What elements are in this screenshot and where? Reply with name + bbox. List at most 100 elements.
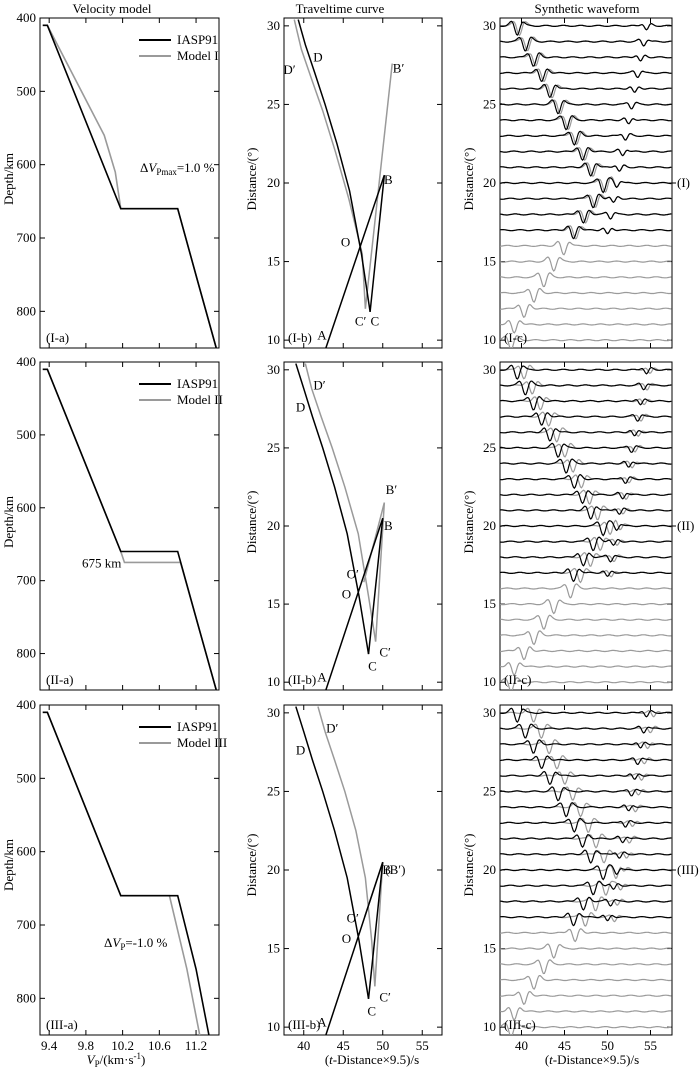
waveform-trace — [500, 427, 672, 442]
waveform-trace — [500, 928, 672, 943]
velocity-panel-III-a: 400 500 600 700 800 9.4 9.8 10.2 10.6 11.2 IASP91M… — [17, 697, 228, 1053]
waveform-trace — [500, 364, 672, 380]
traveltime-branch — [325, 861, 384, 1035]
x-tick-label: 40 — [515, 1038, 528, 1053]
waveform-trace — [500, 458, 672, 474]
waveform-trace — [500, 411, 672, 427]
waveform-trace — [500, 20, 672, 36]
curves — [295, 363, 386, 690]
waveform-trace — [500, 959, 672, 975]
branch-label: B′ — [393, 60, 405, 75]
branch-label: C′ — [379, 989, 391, 1004]
waveform-trace — [500, 912, 672, 927]
waveform-trace — [500, 786, 672, 801]
x-tick-label: 50 — [601, 1038, 614, 1053]
y-tick-label: 25 — [483, 440, 496, 455]
branch-label: O — [342, 587, 351, 602]
waveform-trace — [500, 849, 672, 864]
waveform-panel-III-c: 10 15 20 25 30 40 45 50 55 (III-c) (III) — [483, 704, 699, 1053]
velocity-column-title: Velocity model — [72, 1, 151, 16]
y-tick-label: 20 — [483, 862, 496, 877]
model-annotation: ΔVPmax=1.0 % — [140, 160, 215, 177]
waveform-trace — [500, 490, 672, 505]
x-tick-label: 10.6 — [148, 1038, 171, 1053]
waveform-trace — [500, 849, 672, 864]
waveform-trace — [500, 68, 672, 83]
y-tick-label: 800 — [17, 990, 37, 1005]
waveform-trace — [500, 630, 672, 646]
plot-frame — [39, 361, 220, 691]
y-tick-label: 10 — [267, 1019, 280, 1034]
waveform-column-title: Synthetic waveform — [534, 1, 639, 16]
traveltime-branch — [293, 19, 367, 309]
waveform-trace — [500, 162, 672, 178]
traveltime-branch — [364, 63, 393, 309]
waveform-trace — [500, 458, 672, 473]
y-tick-label: 10 — [267, 674, 280, 689]
y-tick-label: 10 — [267, 332, 280, 347]
vp-axis-label: VP/(km·s-1) — [87, 1051, 146, 1069]
waveform-trace — [500, 520, 672, 537]
y-tick-label: 20 — [267, 518, 280, 533]
traveltime-branch — [367, 518, 384, 655]
y-tick-label: 600 — [17, 157, 37, 172]
time-axis-label-c-rest: -Distance×9.5)/s — [553, 1052, 639, 1067]
x-tick-label: 55 — [644, 1038, 657, 1053]
y-tick-label: 700 — [17, 230, 37, 245]
legend-entry: Model III — [177, 735, 227, 750]
time-axis-label-b-rest: -Distance×9.5)/s — [333, 1052, 419, 1067]
waveform-trace — [500, 99, 672, 115]
vp-axis-label-unit: /(km·s — [100, 1052, 134, 1067]
waveform-trace — [500, 519, 672, 535]
waveform-trace — [500, 99, 672, 115]
waveform-trace — [500, 272, 672, 288]
branch-label: B — [384, 518, 393, 533]
waveform-trace — [500, 162, 672, 177]
legend-entry: IASP91 — [177, 32, 218, 47]
y-tick-label: 30 — [483, 362, 496, 377]
branch-label: A — [317, 670, 327, 685]
waveform-trace — [500, 303, 672, 318]
y-tick-label: 30 — [267, 18, 280, 33]
y-tick-label: 15 — [267, 254, 280, 269]
y-tick-label: 25 — [267, 96, 280, 111]
y-tick-label: 10 — [483, 1019, 496, 1034]
traveltime-branch — [374, 502, 386, 642]
waveform-trace — [500, 412, 672, 426]
waveform-trace — [500, 474, 672, 490]
waveform-trace — [500, 755, 672, 770]
distance-axis-label-1c: Distance/(°) — [461, 148, 476, 211]
waveform-trace — [500, 52, 672, 67]
curves — [295, 706, 384, 1035]
y-tick-label: 400 — [17, 697, 37, 712]
waveform-trace — [500, 975, 672, 990]
panel-label: (III-b) — [288, 1017, 320, 1032]
plot-frame — [283, 704, 443, 1036]
waveform-trace — [500, 567, 672, 584]
waveform-trace — [500, 912, 672, 927]
waveform-trace — [500, 739, 672, 754]
waveform-trace — [500, 662, 672, 676]
traveltime-branch — [374, 862, 384, 987]
branch-label: O — [342, 931, 351, 946]
traveltime-branch — [369, 175, 386, 312]
distance-axis-label-1b: Distance/(°) — [244, 148, 259, 211]
waveform-trace — [500, 442, 672, 458]
branch-label: D′ — [283, 62, 295, 77]
distance-axis-label-2b: Distance/(°) — [244, 491, 259, 554]
y-tick-label: 20 — [267, 862, 280, 877]
waveform-trace — [500, 36, 672, 52]
panel-label: (I-b) — [288, 330, 312, 345]
waveform-trace — [500, 505, 672, 521]
plot-frame — [39, 17, 220, 349]
panel-label: (II-b) — [288, 672, 316, 687]
traveltime-branch — [367, 862, 384, 999]
x-tick-label: 11.2 — [185, 1038, 207, 1053]
y-tick-label: 500 — [17, 770, 37, 785]
traveltime-column-title: Traveltime curve — [296, 1, 385, 16]
traveltime-branch — [325, 174, 386, 348]
waveform-trace — [500, 707, 672, 723]
